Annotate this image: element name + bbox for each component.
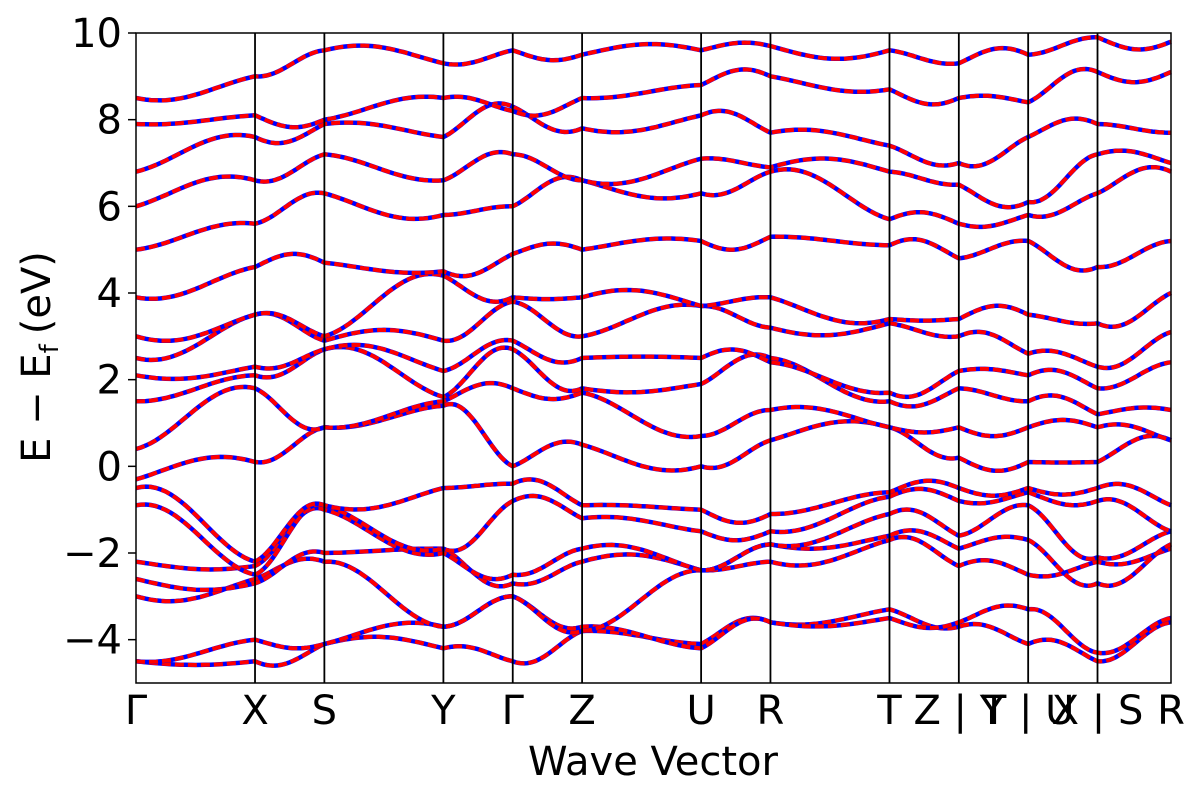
- y-axis-title-main: E − E: [14, 353, 60, 463]
- x-tick-label: Z | Y: [913, 688, 1004, 734]
- y-tick-label: 4: [97, 271, 122, 317]
- x-tick-label: Γ: [125, 688, 148, 734]
- x-tick-label: Z: [568, 688, 595, 734]
- y-tick-label: −2: [63, 531, 122, 577]
- y-tick-label: 6: [97, 184, 122, 230]
- y-axis-title: E − Ef (eV): [14, 251, 65, 463]
- band-line: [135, 66, 1172, 130]
- band-line: [135, 528, 1172, 592]
- band-line: [135, 402, 1172, 482]
- band-line-overlay: [135, 594, 1172, 665]
- x-tick-label: S: [312, 688, 337, 734]
- x-tick-label: X: [241, 688, 268, 734]
- band-line: [135, 234, 1172, 301]
- x-tick-label: Γ: [502, 688, 525, 734]
- band-line-overlay: [135, 101, 1171, 174]
- y-tick-label: −4: [63, 618, 122, 664]
- x-axis-title: Wave Vector: [528, 739, 779, 785]
- y-tick-label: 0: [97, 444, 122, 490]
- x-tick-label: R: [757, 688, 785, 734]
- x-tick-label: X | S: [1052, 688, 1144, 734]
- high-symmetry-lines: [254, 33, 1099, 683]
- x-tick-label: R: [1157, 688, 1185, 734]
- y-tick-label: 8: [97, 98, 122, 144]
- band-line-overlay: [135, 234, 1172, 302]
- band-line: [135, 101, 1171, 174]
- x-tick-label: Y: [430, 688, 456, 734]
- plot-frame: [135, 32, 1172, 684]
- x-tick-label: T: [876, 688, 902, 734]
- x-tick-label: T | U: [981, 688, 1075, 734]
- y-tick-label: 10: [71, 11, 122, 57]
- y-axis-title-unit: (eV): [14, 251, 60, 334]
- bands-layer: [135, 35, 1172, 668]
- y-ticks: −4 −2 0 2 4 6 8 10: [63, 11, 136, 664]
- y-tick-label: 2: [97, 358, 122, 404]
- x-tick-label: U: [686, 688, 715, 734]
- band-line: [135, 272, 1172, 343]
- y-axis-title-subscript: f: [35, 343, 65, 353]
